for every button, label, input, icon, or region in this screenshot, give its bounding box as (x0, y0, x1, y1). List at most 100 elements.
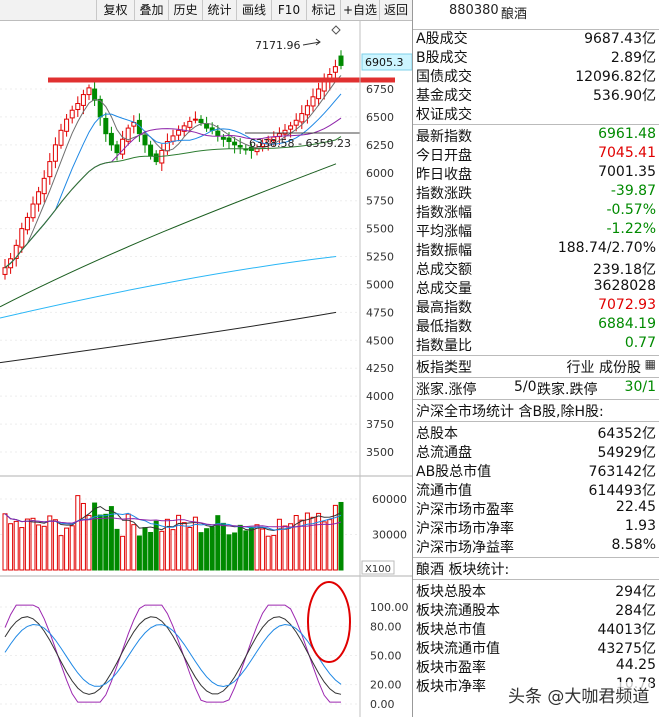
price-tick-label: 5500 (366, 223, 394, 236)
candle (75, 103, 81, 111)
row-label: 指数量比 (416, 338, 472, 354)
volume-bar (97, 514, 103, 571)
row-value: 22.45 (615, 499, 656, 515)
row-value: 2.89亿 (610, 50, 656, 66)
panel-row: 最低指数 6884.19 (413, 316, 659, 335)
row-label: 沪深市场市净率 (416, 521, 514, 537)
toolbar-button-8[interactable]: 返回 (379, 0, 412, 20)
candle (2, 267, 8, 275)
candle (19, 228, 25, 248)
row-value: 9687.43亿 (584, 31, 656, 47)
range-annotation: 6338.58 - 6359.23 (249, 137, 351, 150)
kline-chart[interactable]: 6750 6500 6250 6000 5750 5500 5250 5000 4750 4500… (0, 20, 412, 717)
toolbar-button-2[interactable]: 历史 (168, 0, 202, 20)
panel-row: 板块总市值 44013亿 (413, 619, 659, 638)
row-label: 最新指数 (416, 129, 472, 145)
price-tick-label: 5250 (366, 251, 394, 264)
toolbar-button-4[interactable]: 画线 (236, 0, 271, 20)
volume-bar (24, 518, 30, 571)
candle (299, 113, 305, 123)
row-label: 总成交额 (416, 262, 472, 278)
candle (153, 153, 159, 163)
volume-bar (131, 524, 137, 571)
volume-ma-10 (4, 512, 342, 531)
toolbar-button-1[interactable]: 叠加 (134, 0, 168, 20)
divider (413, 579, 659, 580)
board-type-menu-icon[interactable]: ▦ (644, 357, 656, 371)
candle (293, 119, 299, 126)
updown-row: 涨家.涨停 5/0 跌家.跌停 30/1 (413, 379, 659, 398)
row-label: 板块总股本 (416, 584, 486, 600)
volume-bar (176, 514, 182, 571)
candle (237, 145, 243, 148)
candle (58, 129, 64, 146)
row-value: 44013亿 (597, 622, 656, 638)
candle (120, 138, 126, 155)
row-label: 平均涨幅 (416, 224, 472, 240)
volume-bar (153, 520, 159, 571)
row-label: 流通市值 (416, 483, 472, 499)
ma-line-60 (4, 136, 342, 269)
candle (148, 144, 154, 157)
volume-bar (92, 502, 98, 571)
toolbar-button-7[interactable]: +自选 (340, 0, 379, 20)
row-value: 1.93 (624, 518, 656, 534)
volume-bar (276, 518, 282, 571)
row-value: 43275亿 (597, 641, 656, 657)
candle (47, 161, 53, 178)
volume-bar (19, 527, 25, 571)
row-value: 536.90亿 (593, 88, 656, 104)
toolbar-button-3[interactable]: 统计 (202, 0, 236, 20)
volume-bar (52, 519, 58, 571)
candle (92, 88, 98, 101)
candle (142, 134, 148, 146)
candle (204, 123, 210, 129)
volume-bar (204, 528, 210, 571)
volume-bar (164, 518, 170, 571)
current-price-tag (361, 53, 412, 71)
row-value: 64352亿 (597, 426, 656, 442)
panel-row: 指数振幅 188.74/2.70% (413, 240, 659, 259)
volume-tick-label: 30000 (372, 528, 407, 541)
highlight-ellipse (307, 581, 351, 663)
volume-bar (148, 531, 154, 571)
panel-row: 总成交量 3628028 (413, 278, 659, 297)
volume-bar (2, 513, 8, 571)
ma-line-5 (4, 75, 342, 269)
row-value: 行业 成份股 (566, 360, 641, 376)
indicator-tick-label: 0.00 (370, 698, 395, 711)
volume-bar (170, 529, 176, 571)
row-value: -0.57% (606, 202, 656, 218)
candle (288, 125, 294, 130)
candle (24, 216, 30, 231)
up-label: 涨家.涨停 (416, 382, 477, 398)
panel-row: 沪深市场市盈率 22.45 (413, 499, 659, 518)
volume-bar (338, 501, 344, 571)
row-value: 44.25 (615, 657, 656, 673)
volume-bar (332, 504, 338, 571)
indicator-tick-label: 100.00 (370, 601, 409, 614)
volume-bar (271, 534, 277, 571)
watermark: 头条 @大咖君频道 (506, 682, 652, 707)
toolbar-button-0[interactable]: 复权 (96, 0, 134, 20)
candle (316, 88, 322, 100)
volume-bar (209, 526, 215, 571)
divider (413, 29, 659, 30)
sector-code: 880380 (449, 3, 499, 18)
price-tick-label: 6750 (366, 83, 394, 96)
candle (114, 144, 120, 154)
panel-row: 最高指数 7072.93 (413, 297, 659, 316)
candle (181, 125, 187, 132)
panel-row: 沪深市场市净率 1.93 (413, 518, 659, 537)
volume-panel: 60000 30000 X100 (0, 493, 407, 575)
toolbar-button-5[interactable]: F10 (271, 0, 306, 20)
row-value: 0.77 (624, 335, 656, 351)
marker-diamond-icon (331, 25, 341, 35)
candle (192, 118, 198, 121)
row-value: 188.74/2.70% (557, 240, 656, 256)
candle (125, 127, 131, 142)
row-value: 763142亿 (588, 464, 656, 480)
section-title: 沪深全市场统计 含B股,除H股: (413, 401, 659, 420)
toolbar-button-6[interactable]: 标记 (306, 0, 340, 20)
down-label: 跌家.跌停 (537, 382, 598, 398)
